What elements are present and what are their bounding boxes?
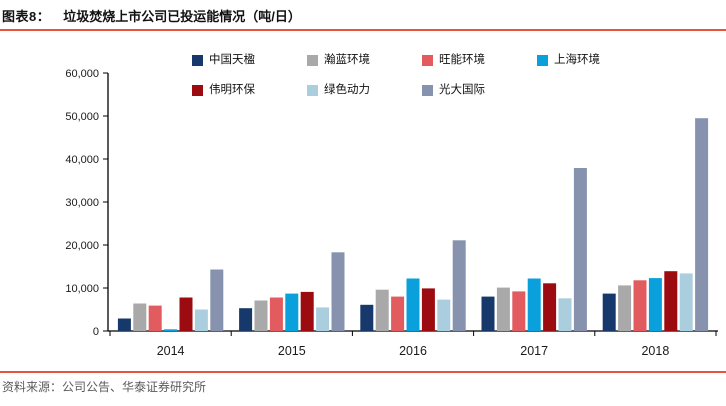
legend-swatch-icon <box>422 54 433 66</box>
bar-瀚蓝环境-2018 <box>618 285 632 331</box>
legend-label: 上海环境 <box>554 54 600 66</box>
y-axis-label: 0 <box>93 326 99 338</box>
bar-绿色动力-2018 <box>679 273 693 331</box>
legend-label: 旺能环境 <box>439 54 485 66</box>
bar-上海环境-2018 <box>648 278 662 331</box>
bar-伟明环保-2014 <box>179 297 193 331</box>
bar-瀚蓝环境-2016 <box>375 289 389 331</box>
x-axis-label: 2015 <box>278 344 306 358</box>
legend-swatch-icon <box>307 84 318 96</box>
figure-number: 图表8： <box>2 9 51 24</box>
bar-光大国际-2014 <box>210 269 224 331</box>
source-note: 资料来源：公司公告、华泰证券研究所 <box>2 380 207 394</box>
legend-item: 中国天楹 <box>192 53 307 67</box>
bar-上海环境-2014 <box>164 329 178 331</box>
bar-绿色动力-2015 <box>316 307 330 331</box>
bar-旺能环境-2015 <box>269 297 283 331</box>
x-axis-label: 2017 <box>520 344 548 358</box>
chart-legend: 中国天楹 瀚蓝环境 旺能环境 上海环境伟明环保 绿色动力 光大国际 <box>192 53 672 113</box>
bar-光大国际-2018 <box>695 118 709 331</box>
legend-item: 伟明环保 <box>192 83 307 97</box>
y-axis-label: 30,000 <box>65 197 99 209</box>
legend-label: 中国天楹 <box>209 54 255 66</box>
bar-中国天楹-2014 <box>117 318 131 331</box>
legend-swatch-icon <box>192 54 203 66</box>
title-divider <box>0 29 726 31</box>
bar-瀚蓝环境-2015 <box>254 300 268 331</box>
y-axis-label: 60,000 <box>65 68 99 80</box>
bar-旺能环境-2017 <box>512 291 526 331</box>
bar-中国天楹-2018 <box>602 293 616 331</box>
figure-header: 图表8： 垃圾焚烧上市公司已投运能情况（吨/日） <box>2 6 301 25</box>
bar-伟明环保-2016 <box>421 288 435 331</box>
bar-光大国际-2015 <box>331 252 345 331</box>
bar-绿色动力-2017 <box>558 298 572 331</box>
y-axis-label: 40,000 <box>65 154 99 166</box>
x-axis-label: 2014 <box>157 344 185 358</box>
bar-旺能环境-2014 <box>148 305 162 331</box>
bar-绿色动力-2014 <box>194 309 208 331</box>
legend-item: 瀚蓝环境 <box>307 53 422 67</box>
bar-旺能环境-2016 <box>391 296 405 331</box>
bar-旺能环境-2018 <box>633 280 647 331</box>
bar-中国天楹-2016 <box>360 304 374 331</box>
bar-上海环境-2016 <box>406 278 420 331</box>
bar-伟明环保-2015 <box>300 291 314 331</box>
x-axis-label: 2016 <box>399 344 427 358</box>
bar-伟明环保-2018 <box>664 271 678 331</box>
legend-label: 瀚蓝环境 <box>324 54 370 66</box>
legend-item: 旺能环境 <box>422 53 537 67</box>
bar-中国天楹-2015 <box>239 308 253 331</box>
legend-swatch-icon <box>192 84 203 96</box>
legend-item: 绿色动力 <box>307 83 422 97</box>
legend-item: 上海环境 <box>537 53 652 67</box>
bar-伟明环保-2017 <box>543 283 557 331</box>
legend-swatch-icon <box>307 54 318 66</box>
legend-row: 中国天楹 瀚蓝环境 旺能环境 上海环境 <box>192 53 672 83</box>
bar-光大国际-2016 <box>452 240 466 331</box>
legend-label: 伟明环保 <box>209 84 255 96</box>
bar-瀚蓝环境-2017 <box>496 287 510 331</box>
legend-item: 光大国际 <box>422 83 537 97</box>
legend-label: 绿色动力 <box>324 84 370 96</box>
x-axis-label: 2018 <box>641 344 669 358</box>
legend-label: 光大国际 <box>439 84 485 96</box>
y-axis-label: 10,000 <box>65 283 99 295</box>
bar-上海环境-2017 <box>527 278 541 331</box>
bar-上海环境-2015 <box>285 293 299 331</box>
figure-title: 垃圾焚烧上市公司已投运能情况（吨/日） <box>63 9 301 24</box>
y-axis-label: 20,000 <box>65 240 99 252</box>
bar-光大国际-2017 <box>573 168 587 331</box>
y-axis-label: 50,000 <box>65 111 99 123</box>
footer-divider <box>0 371 726 373</box>
legend-swatch-icon <box>537 54 548 66</box>
legend-swatch-icon <box>422 84 433 96</box>
bar-瀚蓝环境-2014 <box>133 303 147 331</box>
legend-row: 伟明环保 绿色动力 光大国际 <box>192 83 672 113</box>
bar-中国天楹-2017 <box>481 296 495 331</box>
bar-绿色动力-2016 <box>437 299 451 331</box>
